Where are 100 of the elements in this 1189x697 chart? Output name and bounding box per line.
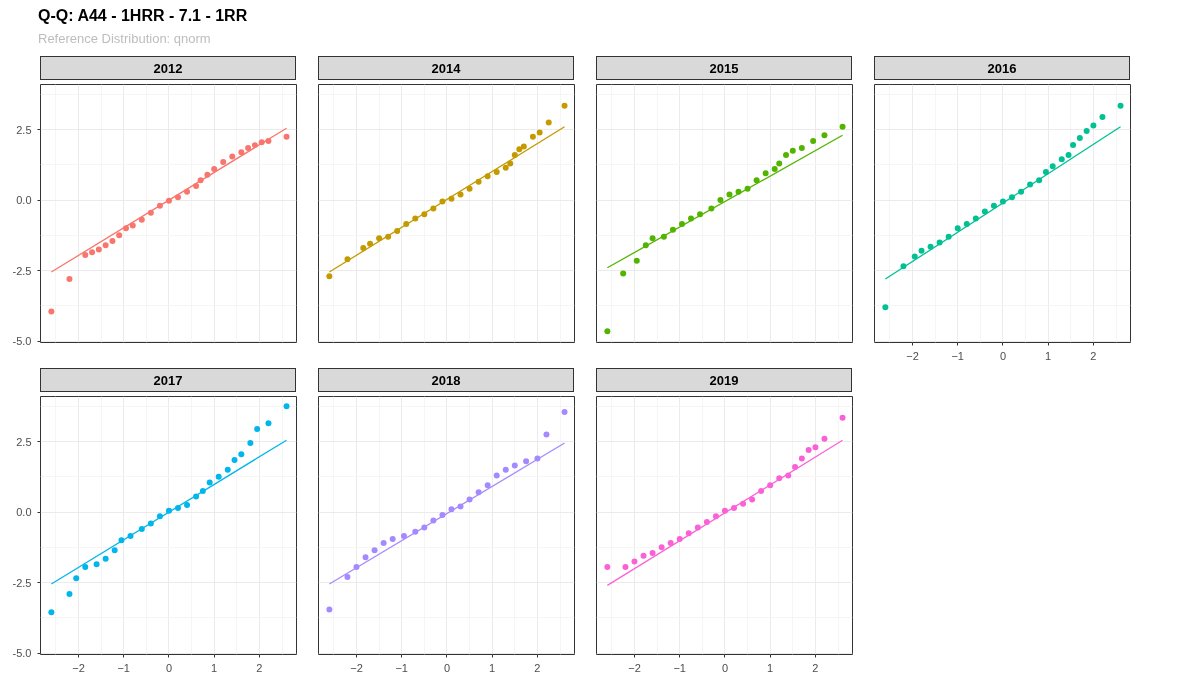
- chart-title: 2017: [153, 372, 183, 390]
- x-tick-label: −1: [673, 661, 686, 674]
- y-tick-label: 0.0: [16, 506, 32, 519]
- point: [371, 547, 378, 554]
- point: [981, 208, 988, 215]
- point: [362, 554, 369, 561]
- point: [882, 304, 889, 311]
- point: [224, 466, 231, 473]
- point: [749, 496, 756, 503]
- point: [812, 444, 819, 451]
- x-tick-label: 0: [443, 661, 451, 674]
- point: [82, 564, 89, 571]
- point: [561, 409, 568, 415]
- point: [48, 308, 55, 315]
- point: [111, 547, 118, 554]
- point: [360, 245, 367, 252]
- point: [326, 606, 333, 613]
- x-tick-label: 2: [256, 661, 263, 674]
- point: [783, 152, 790, 158]
- point: [251, 142, 258, 149]
- point: [726, 191, 733, 198]
- y-tick-label: -5.0: [12, 647, 32, 660]
- point: [911, 253, 918, 260]
- point: [798, 144, 805, 151]
- point: [798, 455, 805, 462]
- chart-title: 2018: [431, 372, 461, 390]
- point: [839, 123, 846, 130]
- point: [1083, 128, 1090, 135]
- x-tick-label: 2: [1090, 349, 1097, 362]
- point: [1076, 135, 1083, 142]
- point: [400, 533, 407, 540]
- point: [193, 183, 200, 189]
- point: [640, 552, 647, 559]
- point: [229, 153, 236, 160]
- point: [1042, 168, 1049, 175]
- x-tick-label: 1: [1045, 349, 1052, 362]
- point: [604, 328, 611, 335]
- x-tick-label: 1: [489, 661, 496, 674]
- point: [649, 550, 656, 556]
- point: [1099, 113, 1106, 120]
- point: [1117, 102, 1124, 109]
- x-tick-label: 0: [721, 661, 729, 674]
- point: [667, 540, 674, 547]
- point: [776, 160, 783, 167]
- x-tick-label: 2: [534, 661, 541, 674]
- point: [211, 166, 218, 173]
- point: [73, 575, 80, 582]
- point: [220, 159, 227, 166]
- point: [1070, 142, 1077, 149]
- point: [529, 133, 536, 140]
- point: [493, 472, 500, 479]
- x-tick-label: −1: [117, 661, 130, 674]
- point: [1090, 122, 1097, 129]
- point: [48, 609, 55, 616]
- point: [283, 403, 290, 410]
- point: [810, 137, 817, 144]
- point: [215, 473, 222, 480]
- x-tick-label: 0: [165, 661, 173, 674]
- point: [466, 185, 473, 192]
- point: [649, 235, 656, 242]
- point: [95, 246, 102, 253]
- y-tick-label: 2.5: [16, 123, 32, 136]
- chart-title: 2014: [431, 60, 461, 78]
- point: [545, 119, 552, 126]
- point: [102, 242, 109, 249]
- point: [622, 564, 629, 571]
- point: [1049, 163, 1056, 170]
- point: [523, 458, 530, 465]
- point: [536, 129, 543, 136]
- point: [484, 482, 491, 489]
- chart-title: 2015: [709, 60, 739, 78]
- point: [93, 561, 100, 568]
- y-tick-label: -2.5: [12, 576, 32, 589]
- text: Q-Q: A44 - 1HRR - 7.1 - 1RR: [38, 6, 248, 26]
- point: [792, 464, 799, 470]
- point: [520, 143, 527, 150]
- x-tick-label: 2: [812, 661, 819, 674]
- point: [753, 177, 760, 184]
- point: [561, 102, 568, 109]
- point: [238, 451, 245, 458]
- chart-title: 2012: [153, 60, 183, 78]
- point: [129, 222, 136, 229]
- point: [116, 232, 123, 239]
- point: [839, 414, 846, 421]
- point: [380, 540, 387, 547]
- point: [771, 166, 778, 173]
- point: [66, 590, 73, 597]
- point: [493, 168, 500, 175]
- point: [82, 252, 89, 259]
- x-tick-label: −2: [628, 661, 641, 674]
- x-tick-label: −1: [395, 661, 408, 674]
- point: [138, 216, 145, 223]
- point: [66, 276, 73, 283]
- x-tick-label: 1: [211, 661, 218, 674]
- y-tick-label: -2.5: [12, 264, 32, 277]
- point: [620, 270, 627, 277]
- point: [1065, 152, 1072, 158]
- point: [954, 225, 961, 232]
- point: [376, 235, 383, 242]
- y-tick-label: 2.5: [16, 435, 32, 448]
